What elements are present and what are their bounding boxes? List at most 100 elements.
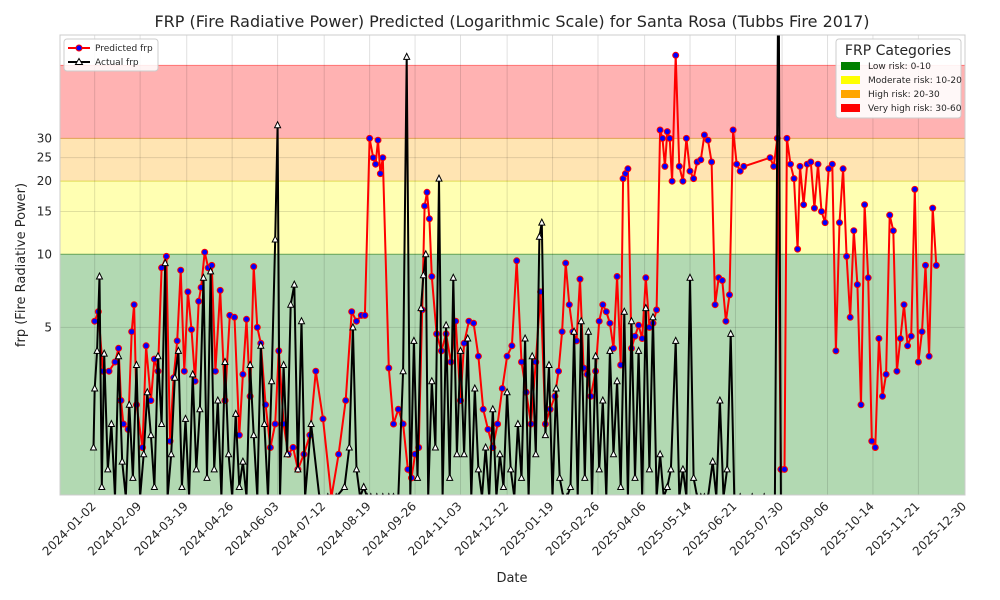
actual-point <box>93 346 101 354</box>
actual-point <box>221 357 229 365</box>
predicted-point <box>900 301 908 309</box>
actual-point <box>723 464 731 473</box>
predicted-point <box>871 444 879 451</box>
predicted-point <box>932 261 940 269</box>
actual-point <box>671 336 680 344</box>
predicted-point <box>700 131 708 139</box>
predicted-point <box>821 219 829 227</box>
predicted-point <box>868 437 876 445</box>
predicted-point <box>142 342 150 350</box>
actual-point <box>645 464 654 473</box>
y-tick-label: 10 <box>37 247 52 261</box>
actual-frp-series <box>89 35 783 495</box>
actual-point <box>609 449 618 458</box>
predicted-point <box>503 352 511 360</box>
actual-point <box>196 404 204 413</box>
predicted-point <box>697 156 705 164</box>
actual-point <box>256 341 265 349</box>
actual-point <box>496 449 504 458</box>
actual-point <box>663 482 672 490</box>
actual-point <box>147 430 155 439</box>
actual-point <box>125 400 134 408</box>
actual-point <box>689 473 698 481</box>
actual-point <box>224 449 233 458</box>
actual-point <box>470 383 479 392</box>
category-high-swatch <box>841 90 860 98</box>
category-high-label: High risk: 20-30 <box>868 90 940 100</box>
actual-point <box>89 442 98 451</box>
predicted-point <box>896 335 904 342</box>
categories-legend-title: FRP Categories <box>845 43 951 59</box>
actual-point <box>545 360 553 368</box>
predicted-point <box>239 370 247 378</box>
categories-legend-box <box>835 38 962 119</box>
predicted-point <box>115 344 123 352</box>
actual-point <box>143 387 152 396</box>
predicted-point <box>565 301 573 309</box>
actual-point <box>580 473 589 481</box>
predicted-point <box>907 332 915 340</box>
actual-point <box>449 273 458 281</box>
actual-point <box>97 482 106 490</box>
actual-point <box>246 360 254 368</box>
actual-point <box>481 442 490 451</box>
predicted-point <box>428 273 436 280</box>
actual-point <box>297 316 306 325</box>
risk-band-1 <box>60 181 965 255</box>
actual-point <box>203 473 211 481</box>
predicted-point <box>704 136 712 144</box>
actual-point <box>453 449 461 458</box>
actual-point <box>410 336 418 344</box>
predicted-point <box>682 134 690 142</box>
predicted-point <box>606 319 614 327</box>
predicted-point <box>369 154 377 162</box>
predicted-point <box>289 444 297 451</box>
actual-point <box>627 316 636 325</box>
x-axis-label: Date <box>496 571 527 586</box>
predicted-point <box>385 364 393 372</box>
actual-point <box>213 395 222 404</box>
actual-point <box>286 300 295 308</box>
predicted-point <box>794 245 802 253</box>
series-line <box>92 35 782 495</box>
actual-point <box>577 316 586 325</box>
actual-point <box>249 430 258 439</box>
actual-point <box>399 366 407 375</box>
actual-point <box>273 120 282 129</box>
category-low-swatch <box>841 62 860 70</box>
actual-point <box>499 482 508 490</box>
predicted-point <box>243 315 250 323</box>
predicted-point <box>686 167 694 175</box>
actual-point <box>620 307 629 315</box>
predicted-point <box>661 162 669 170</box>
actual-point <box>132 360 141 368</box>
actual-point <box>139 449 148 458</box>
predicted-point <box>672 51 680 59</box>
predicted-point <box>498 385 506 392</box>
predicted-point <box>659 134 666 142</box>
plot-frame <box>59 34 966 496</box>
actual-point <box>460 449 468 458</box>
predicted-point <box>843 252 851 260</box>
actual-point <box>431 442 440 451</box>
actual-point <box>427 376 436 385</box>
legend-actual-label: Actual frp <box>95 58 139 68</box>
actual-point <box>118 456 127 465</box>
predicted-point <box>787 160 794 168</box>
predicted-point <box>864 274 872 282</box>
actual-point <box>170 373 179 381</box>
predicted-point <box>718 277 726 284</box>
predicted-point <box>653 306 661 314</box>
actual-point <box>352 464 361 473</box>
risk-band-3 <box>60 65 965 139</box>
actual-point <box>199 273 208 281</box>
actual-point <box>716 395 724 404</box>
predicted-point <box>733 160 741 168</box>
predicted-point <box>353 317 360 325</box>
y-tick-label: 5 <box>44 320 52 334</box>
predicted-point <box>558 328 566 336</box>
actual-point <box>340 482 349 490</box>
actual-point <box>157 419 166 427</box>
predicted-point <box>376 170 384 178</box>
